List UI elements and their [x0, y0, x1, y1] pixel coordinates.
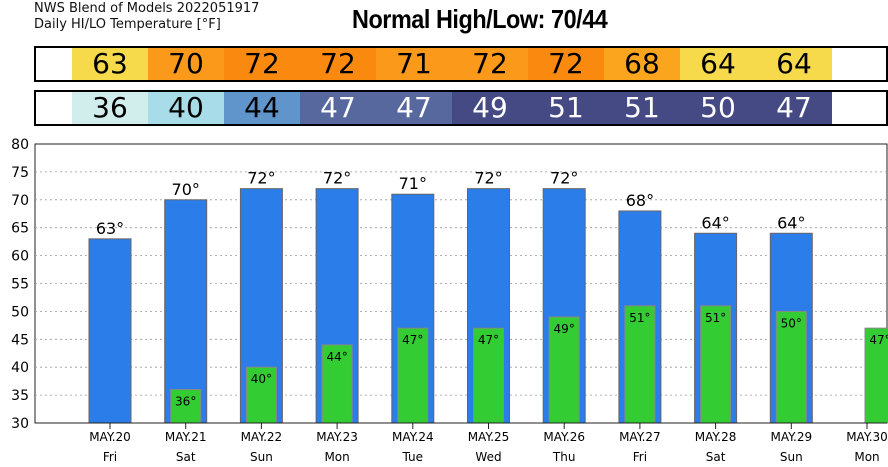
- low-temp-cell: 51: [604, 92, 680, 124]
- y-tick-label: 60: [11, 249, 29, 265]
- low-temp-cell: 51: [528, 92, 604, 124]
- weekday-label: Mon: [324, 450, 349, 464]
- low-temp-cell: 47: [376, 92, 452, 124]
- date-label: MAY.25: [468, 430, 510, 444]
- low-temperature-strip: 36 40 44 47 47 49 51 51 50 47: [34, 90, 888, 126]
- y-tick-label: 65: [11, 221, 29, 237]
- date-label: MAY.20: [89, 430, 131, 444]
- date-label: MAY.29: [770, 430, 812, 444]
- low-temp-cell: 44: [224, 92, 300, 124]
- high-bar-label: 63°: [96, 219, 124, 238]
- high-temp-cell: 72: [300, 48, 376, 80]
- low-bar-label: 44°: [326, 350, 347, 364]
- high-bar-label: 71°: [399, 174, 427, 193]
- weekday-label: Thu: [552, 450, 576, 464]
- high-bar: [88, 238, 132, 424]
- weekday-label: Sat: [706, 450, 726, 464]
- high-bar-label: 72°: [474, 169, 502, 188]
- y-tick-label: 30: [11, 416, 29, 432]
- high-bar-label: 68°: [626, 191, 654, 210]
- y-tick-label: 80: [11, 137, 29, 153]
- high-temp-cell: 71: [376, 48, 452, 80]
- high-temp-cell: 64: [756, 48, 832, 80]
- low-bar: [245, 366, 277, 424]
- low-bar-label: 50°: [781, 316, 802, 330]
- high-temp-cell: 72: [528, 48, 604, 80]
- low-temp-cell: 47: [756, 92, 832, 124]
- date-label: MAY.30: [846, 430, 888, 444]
- weekday-label: Sun: [250, 450, 273, 464]
- low-bar-label: 47°: [869, 333, 888, 347]
- high-bar-label: 64°: [777, 213, 805, 232]
- high-temp-cell: 63: [72, 48, 148, 80]
- y-tick-label: 55: [11, 277, 29, 293]
- high-temp-cell: [832, 48, 886, 80]
- high-temp-cell: 72: [224, 48, 300, 80]
- low-bar: [321, 344, 353, 424]
- date-label: MAY.26: [543, 430, 585, 444]
- y-tick-label: 50: [11, 304, 29, 320]
- low-temp-cell: 49: [452, 92, 528, 124]
- weekday-label: Mon: [854, 450, 879, 464]
- low-temp-cell: 47: [300, 92, 376, 124]
- low-temp-cell: [36, 92, 72, 124]
- low-bar-label: 40°: [251, 372, 272, 386]
- low-bar-label: 49°: [554, 322, 575, 336]
- low-bar-label: 51°: [705, 311, 726, 325]
- model-run-title: NWS Blend of Models 2022051917: [34, 1, 260, 16]
- high-temp-cell: [36, 48, 72, 80]
- high-bar: [164, 199, 208, 424]
- date-label: MAY.23: [316, 430, 358, 444]
- weekday-label: Sun: [780, 450, 803, 464]
- date-label: MAY.22: [241, 430, 283, 444]
- low-bar: [548, 316, 580, 424]
- low-bar-label: 51°: [629, 311, 650, 325]
- y-tick-label: 45: [11, 332, 29, 348]
- low-bar: [775, 310, 807, 424]
- low-bar-label: 36°: [175, 395, 196, 409]
- low-bar: [700, 305, 732, 424]
- weekday-label: Fri: [103, 450, 117, 464]
- weekday-label: Sat: [176, 450, 196, 464]
- y-tick-label: 35: [11, 388, 29, 404]
- low-bar-label: 47°: [402, 333, 423, 347]
- high-temp-cell: 70: [148, 48, 224, 80]
- high-bar-label: 64°: [701, 213, 729, 232]
- high-temp-cell: 68: [604, 48, 680, 80]
- high-temperature-strip: 63 70 72 72 71 72 72 68 64 64: [34, 46, 888, 82]
- date-label: MAY.24: [392, 430, 434, 444]
- high-bar-label: 72°: [550, 169, 578, 188]
- weekday-label: Wed: [475, 450, 501, 464]
- normal-high-low-label: Normal High/Low: 70/44: [352, 4, 608, 34]
- low-bar: [624, 305, 656, 424]
- high-temp-cell: 72: [452, 48, 528, 80]
- y-tick-label: 70: [11, 193, 29, 209]
- low-temp-cell: 40: [148, 92, 224, 124]
- low-temp-cell: 50: [680, 92, 756, 124]
- y-tick-label: 40: [11, 360, 29, 376]
- y-tick-label: 75: [11, 165, 29, 181]
- weekday-label: Fri: [633, 450, 647, 464]
- date-label: MAY.21: [165, 430, 207, 444]
- date-label: MAY.28: [695, 430, 737, 444]
- low-temp-cell: 36: [72, 92, 148, 124]
- high-bar-label: 72°: [247, 169, 275, 188]
- date-label: MAY.27: [619, 430, 661, 444]
- high-bar-label: 72°: [323, 169, 351, 188]
- high-temp-cell: 64: [680, 48, 756, 80]
- low-bar-label: 47°: [478, 333, 499, 347]
- low-bar: [473, 327, 504, 424]
- weekday-label: Tue: [402, 450, 424, 464]
- high-bar-label: 70°: [172, 180, 200, 199]
- low-bar: [170, 389, 202, 424]
- chart-subtitle: Daily HI/LO Temperature [°F]: [34, 17, 221, 32]
